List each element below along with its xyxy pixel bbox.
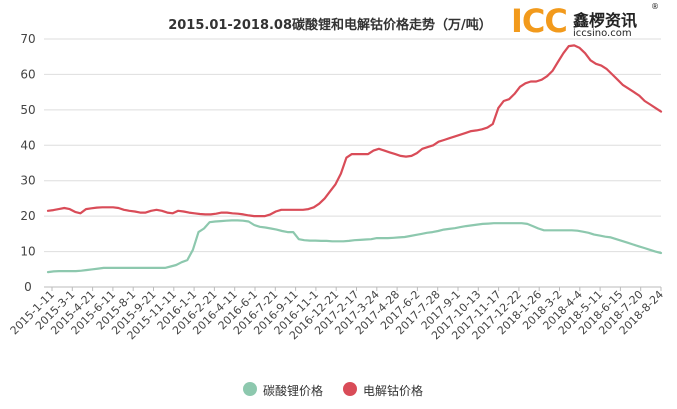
y-tick-label: 50	[20, 103, 35, 117]
grid-lines	[44, 38, 661, 288]
legend-marker-cobalt	[343, 382, 357, 396]
x-axis: 2015-1-112015-3-12015-4-212015-6-112015-…	[8, 287, 666, 342]
legend-marker-lithium	[243, 382, 257, 396]
logo-brand-text: ICC	[511, 2, 568, 40]
logo-registered-mark: ®	[651, 2, 659, 11]
y-tick-label: 30	[20, 174, 35, 188]
brand-logo: ICC 鑫椤资讯 ® iccsino.com	[511, 2, 663, 42]
plot-area	[46, 44, 663, 274]
y-tick-label: 10	[20, 245, 35, 259]
y-axis: 0 10 20 30 40 50 60 70	[20, 32, 35, 294]
legend-label-lithium: 碳酸锂价格	[263, 384, 324, 398]
y-tick-label: 0	[24, 280, 32, 294]
y-tick-label: 40	[20, 138, 35, 152]
y-tick-label: 20	[20, 209, 35, 223]
series-line-1	[46, 44, 663, 218]
y-tick-label: 70	[20, 32, 35, 46]
chart-title: 2015.01-2018.08碳酸锂和电解钴价格走势（万/吨）	[168, 18, 492, 33]
y-tick-label: 60	[20, 67, 35, 81]
logo-chinese-name: 鑫椤资讯	[573, 11, 638, 30]
line-chart: 0 10 20 30 40 50 60 70 2015-1-112015-3-12015-4-…	[8, 32, 666, 342]
series-line-0	[46, 219, 663, 274]
legend: 碳酸锂价格 电解钴价格	[0, 380, 677, 400]
logo-url: iccsino.com	[573, 28, 632, 39]
legend-label-cobalt: 电解钴价格	[363, 384, 424, 398]
